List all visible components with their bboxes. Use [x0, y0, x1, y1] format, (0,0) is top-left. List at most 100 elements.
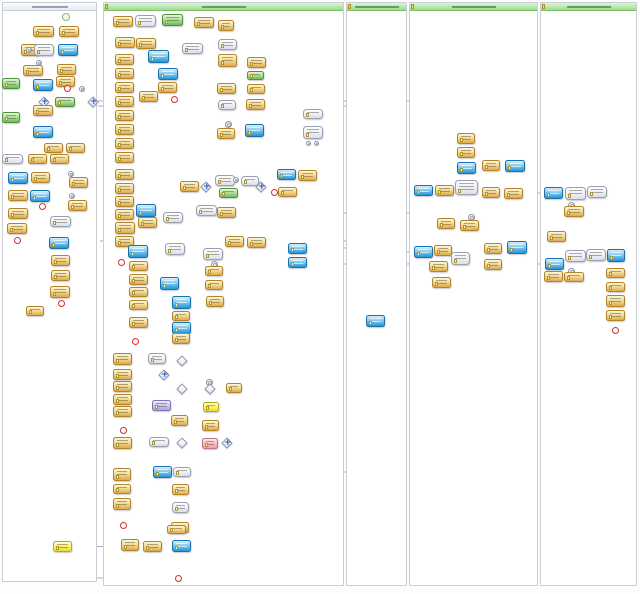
task-node[interactable] [23, 65, 43, 76]
highlight-task-node[interactable] [53, 541, 72, 552]
task-node[interactable] [31, 172, 50, 183]
status-task-node[interactable] [148, 50, 169, 63]
task-node[interactable] [129, 261, 148, 271]
task-node[interactable] [606, 282, 625, 292]
approved-task-node[interactable] [219, 188, 238, 198]
task-node[interactable] [217, 207, 236, 218]
subprocess-node[interactable] [215, 175, 235, 186]
task-node[interactable] [460, 220, 479, 231]
subprocess-node[interactable] [50, 216, 71, 227]
approved-task-node[interactable] [2, 112, 20, 123]
status-task-node[interactable] [160, 277, 179, 290]
task-node[interactable] [28, 154, 47, 164]
task-node[interactable] [278, 187, 297, 197]
task-node[interactable] [51, 270, 70, 281]
task-node[interactable] [113, 353, 132, 365]
status-task-node[interactable] [414, 246, 433, 258]
subprocess-node[interactable] [173, 467, 191, 477]
subprocess-node[interactable] [163, 212, 183, 223]
subprocess-node[interactable] [303, 109, 323, 119]
start-event-node[interactable] [62, 13, 70, 21]
task-node[interactable] [139, 91, 158, 102]
task-node[interactable] [246, 99, 265, 110]
status-task-node[interactable] [30, 190, 50, 202]
task-node[interactable] [247, 57, 266, 68]
task-node[interactable] [115, 152, 134, 163]
task-node[interactable] [8, 190, 28, 201]
approved-task-node[interactable] [162, 14, 183, 26]
end-event-node[interactable] [64, 85, 71, 92]
subprocess-node[interactable] [172, 502, 189, 513]
task-node[interactable] [482, 160, 500, 171]
status-task-node[interactable] [128, 245, 148, 258]
status-task-node[interactable] [607, 249, 625, 262]
task-node[interactable] [544, 271, 563, 282]
status-task-node[interactable] [49, 237, 69, 249]
task-node[interactable] [26, 306, 44, 316]
task-node[interactable] [129, 287, 148, 297]
task-node[interactable] [121, 539, 139, 551]
task-node[interactable] [68, 200, 87, 211]
end-event-node[interactable] [171, 96, 178, 103]
status-task-node[interactable] [172, 540, 191, 552]
end-event-node[interactable] [132, 338, 139, 345]
intermediate-event-node[interactable] [225, 121, 232, 128]
task-node[interactable] [172, 333, 190, 344]
subprocess-node[interactable] [196, 205, 217, 216]
task-node[interactable] [172, 484, 189, 495]
task-node[interactable] [158, 82, 177, 93]
task-node[interactable] [115, 183, 134, 194]
subprocess-node[interactable] [135, 15, 156, 27]
subprocess-node[interactable] [165, 243, 185, 255]
task-node[interactable] [143, 541, 162, 552]
status-task-node[interactable] [288, 257, 307, 268]
subprocess-node[interactable] [218, 100, 236, 110]
intermediate-event-node[interactable] [233, 177, 239, 183]
task-node[interactable] [113, 498, 131, 510]
task-node[interactable] [202, 420, 219, 431]
end-event-node[interactable] [271, 189, 278, 196]
task-node[interactable] [484, 243, 502, 254]
task-node[interactable] [115, 96, 134, 107]
task-node[interactable] [218, 54, 237, 67]
task-node[interactable] [113, 406, 132, 417]
approved-task-node[interactable] [2, 78, 20, 89]
intermediate-event-node[interactable] [306, 141, 311, 146]
subprocess-node[interactable] [303, 126, 323, 139]
task-node[interactable] [50, 154, 69, 164]
task-node[interactable] [225, 236, 244, 247]
intermediate-event-node[interactable] [79, 86, 85, 92]
task-node[interactable] [115, 124, 134, 135]
task-node[interactable] [44, 143, 63, 153]
end-event-node[interactable] [120, 427, 127, 434]
status-task-node[interactable] [8, 172, 28, 184]
task-node[interactable] [171, 415, 188, 426]
status-task-node[interactable] [414, 185, 433, 196]
task-node[interactable] [7, 223, 27, 234]
task-node[interactable] [167, 525, 186, 534]
subprocess-node[interactable] [148, 353, 166, 364]
task-node[interactable] [66, 143, 85, 153]
task-node[interactable] [437, 218, 455, 229]
status-task-node[interactable] [505, 160, 525, 172]
task-node[interactable] [115, 82, 134, 93]
task-node[interactable] [115, 138, 134, 149]
task-node[interactable] [218, 20, 234, 31]
subprocess-node[interactable] [565, 187, 586, 200]
task-node[interactable] [8, 208, 28, 219]
status-task-node[interactable] [33, 126, 53, 138]
end-event-node[interactable] [175, 575, 182, 582]
end-event-node[interactable] [120, 522, 127, 529]
task-node[interactable] [59, 26, 79, 37]
task-node[interactable] [484, 259, 502, 270]
status-task-node[interactable] [544, 187, 563, 199]
task-node[interactable] [180, 181, 199, 192]
task-node[interactable] [113, 381, 132, 392]
status-task-node[interactable] [545, 258, 564, 270]
subprocess-node[interactable] [218, 39, 237, 50]
task-node[interactable] [57, 64, 76, 75]
status-task-node[interactable] [58, 44, 78, 56]
subprocess-node[interactable] [182, 43, 203, 54]
subprocess-node[interactable] [149, 437, 169, 447]
subprocess-node[interactable] [34, 44, 54, 56]
